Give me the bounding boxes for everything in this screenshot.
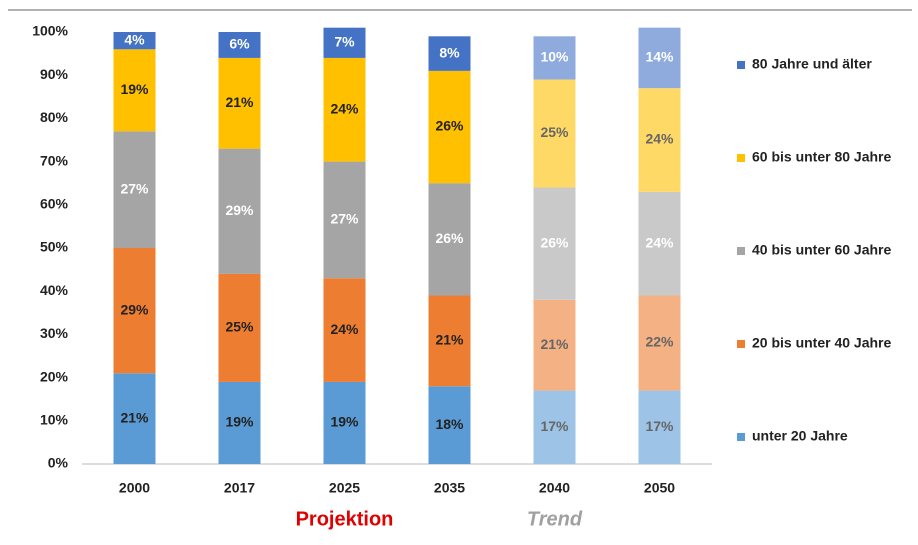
legend-swatch bbox=[737, 61, 745, 69]
value-label: 25% bbox=[540, 124, 569, 140]
legend-label: 40 bis unter 60 Jahre bbox=[752, 242, 892, 258]
value-label: 29% bbox=[225, 202, 254, 218]
y-tick-label: 70% bbox=[40, 152, 69, 168]
bar-segment bbox=[113, 131, 156, 248]
bar-segment bbox=[638, 191, 681, 296]
bar-segment bbox=[323, 27, 366, 58]
bar-segment bbox=[323, 161, 366, 279]
y-tick-label: 80% bbox=[40, 109, 69, 125]
y-tick-label: 10% bbox=[40, 412, 69, 428]
bar-segment bbox=[323, 57, 366, 162]
bar-segment bbox=[113, 49, 156, 132]
y-tick-label: 40% bbox=[40, 282, 69, 298]
x-tick-label: 2000 bbox=[119, 480, 150, 496]
bar-segment bbox=[218, 273, 261, 382]
value-label: 10% bbox=[540, 49, 569, 65]
value-label: 17% bbox=[645, 418, 674, 434]
y-tick-label: 90% bbox=[40, 66, 69, 82]
legend-swatch bbox=[737, 433, 745, 441]
x-tick-label: 2025 bbox=[329, 480, 360, 496]
value-label: 17% bbox=[540, 418, 569, 434]
y-tick-label: 20% bbox=[40, 368, 69, 384]
bar-segment bbox=[218, 57, 261, 149]
bar-segment bbox=[218, 381, 261, 464]
y-tick-label: 30% bbox=[40, 325, 69, 341]
bar-segment bbox=[638, 27, 681, 89]
value-label: 29% bbox=[120, 301, 149, 317]
value-label: 19% bbox=[225, 414, 254, 430]
bar-segment bbox=[113, 32, 156, 50]
value-label: 26% bbox=[435, 118, 464, 134]
value-label: 18% bbox=[435, 416, 464, 432]
legend-swatch bbox=[737, 247, 745, 255]
bar-segment bbox=[113, 248, 156, 374]
x-tick-label: 2050 bbox=[644, 480, 675, 496]
bar-segment bbox=[428, 70, 471, 184]
value-label: 21% bbox=[225, 94, 254, 110]
value-label: 24% bbox=[645, 131, 674, 147]
legend-label: 80 Jahre und älter bbox=[752, 56, 872, 72]
bar-segment bbox=[323, 278, 366, 382]
bar-segment bbox=[113, 373, 156, 464]
value-label: 27% bbox=[330, 211, 359, 227]
annotation: Projektion bbox=[296, 508, 394, 530]
value-label: 8% bbox=[439, 44, 460, 60]
x-tick-label: 2040 bbox=[539, 480, 570, 496]
bar-segment bbox=[638, 390, 681, 464]
value-label: 26% bbox=[540, 234, 569, 250]
value-label: 19% bbox=[120, 81, 149, 97]
value-label: 21% bbox=[540, 336, 569, 352]
y-tick-label: 100% bbox=[32, 23, 68, 39]
y-tick-label: 60% bbox=[40, 196, 69, 212]
legend-label: 20 bis unter 40 Jahre bbox=[752, 335, 892, 351]
bar-segment bbox=[533, 36, 576, 80]
bar-segment bbox=[638, 88, 681, 192]
bar-segment bbox=[218, 148, 261, 274]
legend-swatch bbox=[737, 340, 745, 348]
value-label: 24% bbox=[330, 321, 359, 337]
bar-segment bbox=[218, 32, 261, 58]
value-label: 7% bbox=[334, 34, 355, 50]
bar-segment bbox=[533, 390, 576, 464]
value-label: 27% bbox=[120, 180, 149, 196]
value-label: 6% bbox=[229, 36, 250, 52]
bar-segment bbox=[533, 299, 576, 391]
legend-label: unter 20 Jahre bbox=[752, 428, 848, 444]
bar-segment bbox=[533, 79, 576, 188]
y-tick-label: 50% bbox=[40, 239, 69, 255]
value-label: 24% bbox=[330, 100, 359, 116]
bar-segment bbox=[428, 183, 471, 296]
value-label: 22% bbox=[645, 334, 674, 350]
bar-segment bbox=[428, 295, 471, 387]
bar-segment bbox=[533, 187, 576, 300]
bar-segment bbox=[428, 36, 471, 71]
value-label: 4% bbox=[124, 31, 145, 47]
annotation: Trend bbox=[527, 508, 583, 530]
bar-segment bbox=[638, 295, 681, 391]
value-label: 19% bbox=[330, 414, 359, 430]
legend-label: 60 bis unter 80 Jahre bbox=[752, 149, 892, 165]
value-label: 21% bbox=[120, 409, 149, 425]
value-label: 21% bbox=[435, 332, 464, 348]
bar-segment bbox=[323, 381, 366, 464]
x-tick-label: 2017 bbox=[224, 480, 255, 496]
value-label: 25% bbox=[225, 319, 254, 335]
value-label: 24% bbox=[645, 234, 674, 250]
bar-segment bbox=[428, 386, 471, 464]
value-label: 14% bbox=[645, 49, 674, 65]
y-tick-label: 0% bbox=[48, 455, 69, 471]
value-label: 26% bbox=[435, 230, 464, 246]
legend-swatch bbox=[737, 154, 745, 162]
x-tick-label: 2035 bbox=[434, 480, 465, 496]
